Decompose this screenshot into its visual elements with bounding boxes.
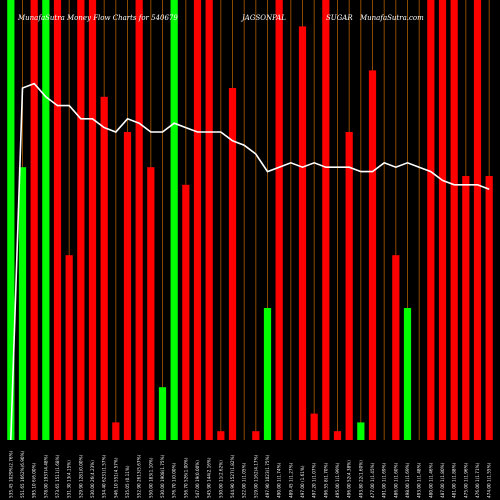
x-tick-label: 475.00 1(1.96%)	[463, 462, 468, 498]
bar	[30, 0, 38, 440]
bar	[403, 308, 412, 440]
x-tick-label: 530.00 26(4.23%)	[90, 460, 95, 498]
x-tick-label: 474.00 1(1.55%)	[487, 462, 492, 498]
x-tick-label: 556.70 526(1.00%)	[183, 457, 188, 498]
price-line-group	[10, 82, 490, 441]
bar	[228, 88, 237, 440]
bar	[42, 0, 50, 440]
x-tick-label: 552.90 2613(5.67%)	[137, 454, 142, 498]
x-tick-label: 534.40 6231(1.57%)	[102, 454, 107, 498]
bar	[310, 413, 318, 440]
x-tick-label: 476.00 1(1.71%)	[475, 462, 480, 498]
x-tick-label: 497.00 (1.61%)	[300, 465, 305, 498]
x-tick-label: 498.00 1(1.69%)	[405, 462, 410, 498]
x-tick-label: 544.90 1527(1.82%)	[230, 454, 235, 498]
x-tick-label: 496.55 8(1.70%)	[323, 462, 328, 498]
bar	[65, 255, 73, 440]
x-tick-label: 535.05 (0.11%)	[125, 465, 130, 498]
bar	[485, 176, 493, 440]
x-tick-label: 519.00 1162(4.17%)	[253, 454, 258, 498]
x-tick-label: 578.00 1937(4.48%)	[43, 454, 48, 498]
bar	[123, 132, 132, 440]
bar	[147, 167, 155, 440]
bar	[77, 0, 85, 440]
x-tick-label: 529.90 1281(0.00%)	[78, 454, 83, 498]
x-tick-label: 573.65 1511(1.68%)	[55, 454, 60, 498]
x-tick-label: 480.00 1(1.46%)	[428, 462, 433, 498]
x-tick-label: 550.00 183(1.10%)	[148, 457, 153, 498]
x-tick-label: 547.00 19(0.00%)	[195, 460, 200, 498]
bar	[88, 0, 97, 440]
x-tick-label: 522.00 1(1.05%)	[242, 462, 247, 498]
bar	[205, 0, 213, 440]
x-tick-label: 495.00 1(1.99%)	[335, 462, 340, 498]
bar	[112, 422, 120, 440]
bar	[368, 70, 377, 441]
x-tick-label: 481.00 1(1.88%)	[452, 462, 457, 498]
x-tick-label: 530.00 11(2.62%)	[218, 460, 223, 498]
x-tick-labels: 535.45 1029%(2.76%) 551.65 1662%(6.90%) 59…	[8, 450, 491, 498]
x-tick-label: 487.00 1(1.80%)	[440, 462, 445, 498]
price-line	[10, 82, 490, 441]
x-tick-label: 497.20 1(1.07%)	[312, 462, 317, 498]
bar	[182, 184, 190, 440]
bar	[158, 387, 167, 440]
x-tick-label: 531.30 13(4.15%)	[67, 460, 72, 498]
x-tick-label: 595.10 6(6.00%)	[32, 462, 37, 498]
bar	[217, 431, 225, 440]
bar	[298, 26, 307, 441]
bar	[357, 422, 365, 440]
x-tick-label: 545.90 144(2.16%)	[207, 457, 212, 498]
chart-title-part-3: SUGAR	[326, 14, 353, 22]
x-tick-label: 546.10 551(4.57%)	[113, 457, 118, 498]
x-tick-label: 486.00 1(1.60%)	[393, 462, 398, 498]
bar	[438, 0, 447, 440]
x-tick-label: 493.00 1(1.48%)	[417, 462, 422, 498]
x-tick-label: 490.00 1(1.74%)	[277, 462, 282, 498]
chart-title-part-4: MunafaSutra.com	[359, 14, 424, 22]
bar	[275, 0, 283, 440]
bar	[450, 0, 458, 440]
chart-title: MunafaSutra Money Flow Charts for 540679…	[17, 14, 424, 22]
bars-group	[7, 0, 493, 441]
x-tick-label: 576.70 1(0.00%)	[172, 462, 177, 498]
x-tick-label: 497.90 1023(1.75%)	[265, 454, 270, 498]
x-tick-label: 489.45 1(1.27%)	[288, 462, 293, 498]
bar	[345, 132, 353, 440]
bar	[462, 176, 470, 440]
x-tick-label: 477.00 1(1.45%)	[370, 462, 375, 498]
x-tick-label: 535.45 1029%(2.76%)	[8, 450, 13, 498]
bar	[322, 0, 330, 440]
bar	[7, 0, 15, 440]
x-tick-label: 530.00 1908(1.75%)	[160, 454, 165, 498]
bar	[18, 167, 27, 440]
x-tick-label: 493.80 22(1.60%)	[358, 460, 363, 498]
bar	[100, 96, 108, 441]
bar	[193, 0, 202, 440]
x-tick-label: 491.00 1(1.69%)	[382, 462, 387, 498]
bar	[427, 0, 435, 440]
bar	[170, 0, 178, 440]
bar	[333, 431, 342, 440]
bar	[53, 0, 62, 440]
bar	[263, 308, 272, 440]
bar	[252, 431, 260, 440]
bar	[473, 0, 482, 440]
bar	[392, 255, 400, 440]
chart-title-part-1: MunafaSutra Money Flow Charts for 540679	[17, 14, 178, 22]
chart-title-part-2: JAGSONPAL	[240, 14, 286, 22]
bar	[135, 0, 143, 440]
x-tick-label: 496.00 52(4.38%)	[347, 460, 352, 498]
x-tick-label: 551.65 1662%(6.90%)	[20, 450, 25, 498]
